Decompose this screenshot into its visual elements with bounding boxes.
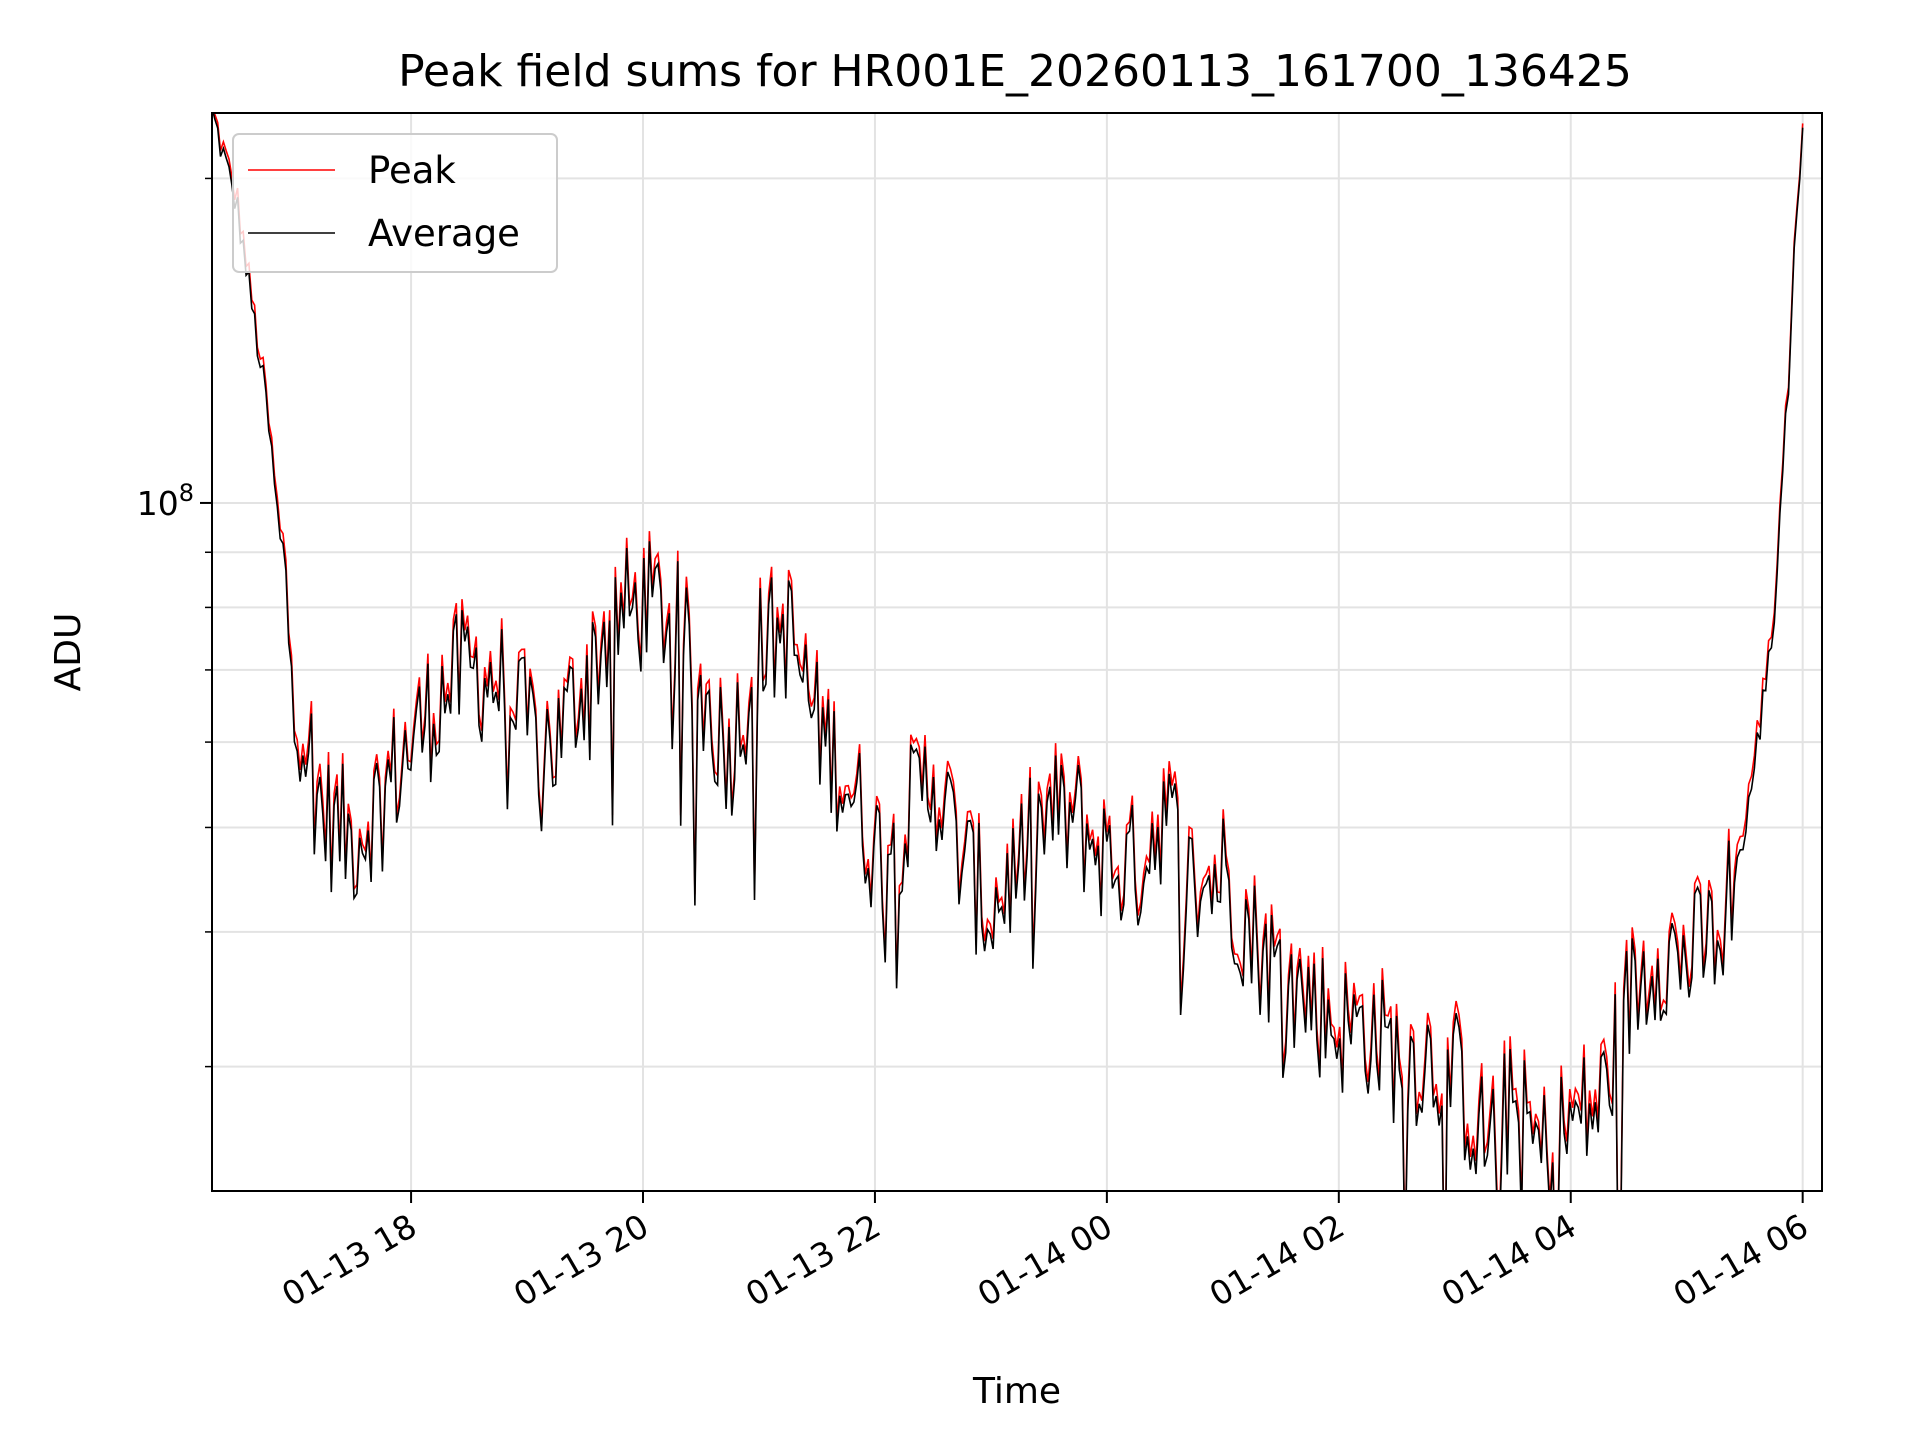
- plot-frame: [211, 112, 1823, 1192]
- legend-label-average: Average: [368, 212, 520, 255]
- x-axis-label: Time: [972, 1371, 1061, 1412]
- chart-title: Peak field sums for HR001E_20260113_1617…: [398, 46, 1632, 97]
- y-tick-label: 108: [137, 479, 194, 523]
- legend-label-peak: Peak: [368, 149, 456, 192]
- plot-lines: [212, 113, 1804, 1191]
- y-axis-label: ADU: [48, 613, 89, 692]
- legend: Peak Average: [232, 133, 558, 273]
- grid: [212, 113, 1822, 1191]
- series-line-average: [212, 113, 1804, 1191]
- y-axis: 108: [137, 177, 212, 1068]
- legend-box: [232, 133, 558, 273]
